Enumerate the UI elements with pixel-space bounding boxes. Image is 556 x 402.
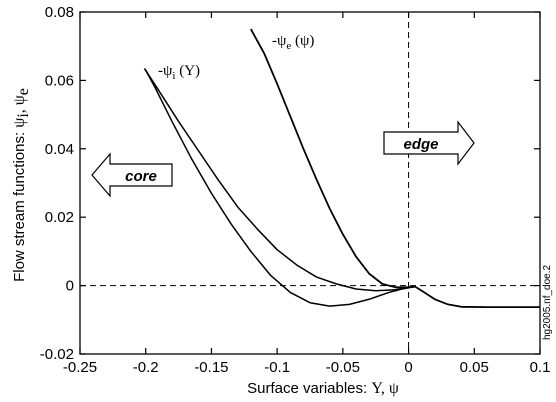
core-arrow-shape [91,152,173,198]
y-tick-label: 0.02 [45,209,74,226]
edge-label: edge [403,136,438,153]
x-tick-label: 0.1 [530,359,551,376]
series-line-2 [250,28,540,309]
edge-arrow-shape [383,120,475,166]
plot-frame [79,11,541,355]
x-tick-label: -0.1 [264,359,290,376]
core-arrow: core [91,152,173,198]
reference-lines [80,12,540,354]
x-tick-label: -0.25 [63,359,97,376]
x-tick-label: 0 [404,359,412,376]
series-layer [143,28,540,309]
x-tick-label: 0.05 [460,359,489,376]
series-line-1 [145,69,416,307]
x-tick-label: -0.15 [194,359,228,376]
y-tick-label: 0 [66,278,74,295]
y-tick-label: 0.06 [45,72,74,89]
y-tick-label: 0.08 [45,4,74,21]
edge-arrow: edge [383,120,475,166]
figure-id-note: hg2005.nf_doe.2 [542,264,553,340]
core-label: core [125,168,157,185]
series-label-psi-e: -ψe (ψ) [272,33,314,52]
axis-ticks: -0.25 -0.2 -0.15 -0.1 -0.05 0 0.05 0.1 -0.02 0 0.0… [40,4,551,376]
y-tick-label: -0.02 [40,346,74,363]
y-tick-label: 0.04 [45,141,74,158]
x-tick-label: -0.2 [133,359,159,376]
x-tick-label: -0.05 [326,359,360,376]
series-line-0 [143,68,416,292]
series-label-psi-i: -ψi (Y) [158,63,200,82]
x-axis-title: Surface variables: Y, ψ [247,380,399,397]
y-axis-title: Flow stream functions: ψi, ψe [11,88,32,282]
